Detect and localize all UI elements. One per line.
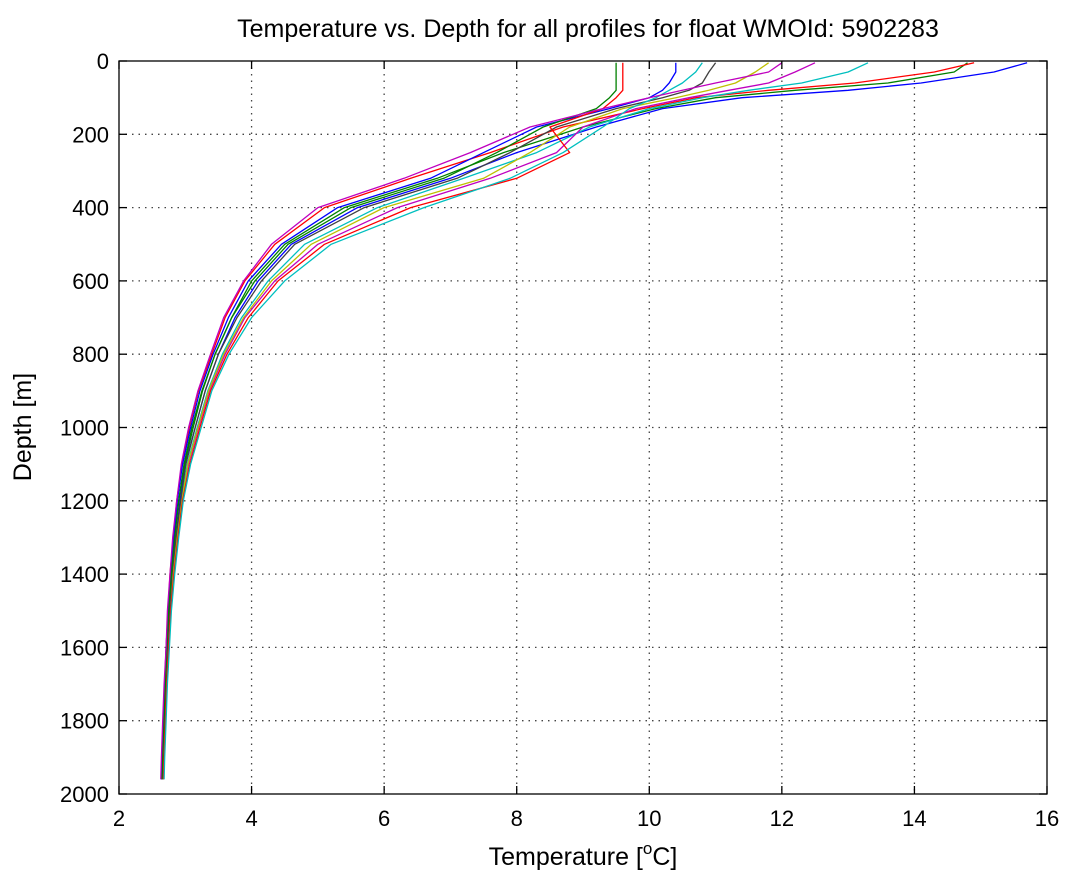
- y-tick-label: 1600: [60, 635, 109, 660]
- x-tick-label: 2: [113, 806, 125, 831]
- x-tick-label: 8: [511, 806, 523, 831]
- y-tick-label: 200: [72, 122, 109, 147]
- y-tick-label: 600: [72, 269, 109, 294]
- y-axis-label: Depth [m]: [9, 373, 37, 481]
- y-tick-labels: 0 200 400 600 800 1000 1200 1400 1600 1800 2000: [60, 49, 109, 807]
- profile-line: [162, 62, 769, 780]
- profile-line: [160, 62, 677, 780]
- y-tick-label: 1200: [60, 489, 109, 514]
- grid-lines: [119, 61, 1047, 794]
- profile-line: [162, 62, 816, 780]
- x-tick-labels: 2 4 6 8 10 12 14 16: [113, 806, 1059, 831]
- profile-line: [160, 62, 975, 780]
- x-tick-label: 16: [1035, 806, 1059, 831]
- x-axis-label: Temperature [oC]: [489, 839, 678, 871]
- axis-ticks: [118, 60, 1048, 795]
- profile-line: [161, 62, 717, 780]
- x-tick-label: 14: [902, 806, 926, 831]
- profile-line: [161, 62, 968, 780]
- profile-line: [163, 62, 703, 780]
- plot-frame: [118, 60, 1048, 795]
- x-tick-label: 12: [770, 806, 794, 831]
- y-tick-label: 2000: [60, 782, 109, 807]
- x-tick-label: 6: [378, 806, 390, 831]
- y-tick-label: 1400: [60, 562, 109, 587]
- x-tick-label: 10: [637, 806, 661, 831]
- profile-line: [160, 62, 783, 780]
- profile-line: [162, 62, 1028, 780]
- y-tick-label: 1800: [60, 709, 109, 734]
- y-tick-label: 400: [72, 196, 109, 221]
- profile-lines: [160, 62, 1028, 780]
- y-tick-label: 1000: [60, 416, 109, 441]
- profile-line: [162, 62, 869, 780]
- x-tick-label: 4: [245, 806, 257, 831]
- y-tick-label: 800: [72, 342, 109, 367]
- profile-line: [162, 62, 624, 780]
- chart-title: Temperature vs. Depth for all profiles f…: [237, 15, 939, 43]
- y-tick-label: 0: [97, 49, 109, 74]
- profile-line: [161, 62, 617, 780]
